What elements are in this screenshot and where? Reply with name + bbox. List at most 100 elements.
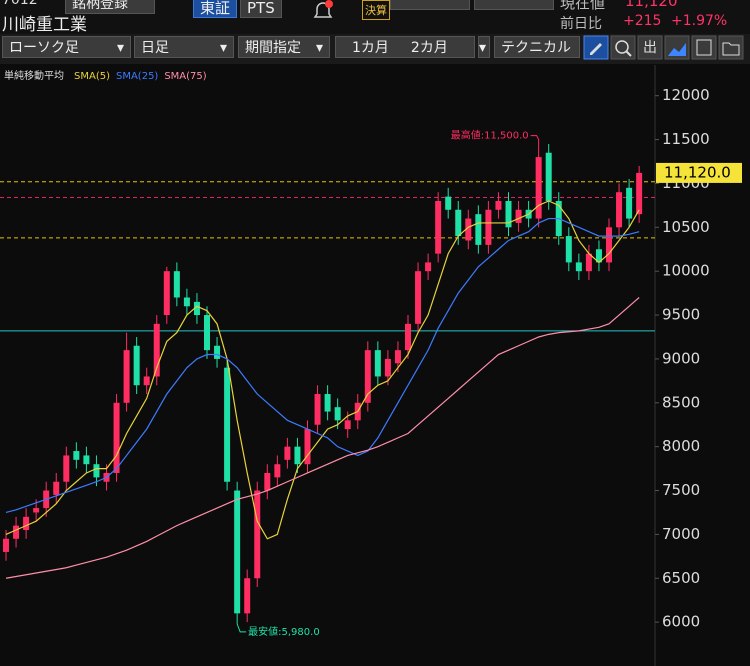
pts-tab[interactable]: PTS	[240, 0, 282, 18]
candle-body	[294, 446, 301, 465]
change: +215	[623, 13, 662, 29]
earnings-badge[interactable]: 決算	[362, 0, 390, 20]
candle-body	[53, 481, 60, 495]
legend-entry: SMA(25)	[116, 71, 158, 82]
button[interactable]	[474, 0, 554, 10]
candle-body	[314, 394, 321, 425]
price-tag-label: 11,120.0	[664, 163, 731, 181]
candle-body	[123, 350, 130, 403]
candle-body	[405, 323, 411, 351]
candle-body	[193, 301, 200, 316]
candle-body	[214, 345, 221, 359]
y-tick-label: 8000	[662, 437, 700, 455]
range-1m[interactable]: 1カ月	[352, 40, 389, 56]
candle-body	[575, 262, 582, 272]
y-tick-label: 6500	[662, 569, 700, 587]
period-dropdown[interactable]: 日足 ▾	[134, 36, 234, 58]
price-tag	[656, 162, 742, 183]
candle-body	[425, 262, 432, 272]
market-tab[interactable]: 東証	[193, 0, 238, 18]
chart-type-dropdown[interactable]: ローソク足 ▾	[2, 36, 131, 58]
candle-body	[23, 516, 30, 531]
dropdown-text: ローソク足	[9, 40, 79, 56]
candle-body	[495, 200, 502, 210]
y-tick-label: 12000	[662, 86, 710, 104]
range-dropdown[interactable]: 期間指定 ▾	[238, 36, 330, 58]
candle-body	[153, 323, 160, 377]
candle-body	[183, 297, 190, 307]
candle-body	[535, 157, 542, 219]
candle-body	[13, 525, 20, 539]
candle-body	[204, 315, 210, 351]
candle-body	[224, 367, 231, 482]
y-tick-label: 7000	[662, 525, 700, 543]
candle-body	[485, 209, 492, 245]
y-tick-label: 9000	[662, 349, 700, 367]
price: 11,120	[625, 0, 678, 10]
candle-body	[324, 394, 331, 412]
range-buttons[interactable]: 1カ月 2カ月	[335, 36, 475, 58]
candle-body	[585, 253, 592, 272]
candle-body	[545, 152, 552, 201]
candle-body	[3, 538, 9, 552]
note-hook	[236, 623, 247, 633]
tool-icons[interactable]: 出	[583, 35, 750, 61]
candle-body	[435, 200, 442, 254]
candle-body	[364, 350, 371, 403]
candle-body	[63, 455, 70, 482]
candle-body	[505, 200, 512, 228]
dropdown-text: 日足	[141, 40, 169, 56]
candle-body	[465, 218, 472, 241]
candle-body	[394, 350, 401, 364]
candle-body	[344, 420, 351, 430]
candle-body	[334, 407, 341, 421]
change-label: 前日比	[560, 16, 602, 32]
candle-body	[234, 490, 241, 614]
candle-body	[163, 271, 170, 316]
note-hook	[530, 135, 540, 140]
candle-body	[606, 227, 612, 263]
candle-body	[93, 464, 100, 478]
candle-body	[244, 578, 251, 614]
dropdown[interactable]: ▾	[478, 36, 490, 58]
candle-body	[384, 358, 391, 377]
y-tick-label: 9500	[662, 306, 700, 324]
price-label: 現在値	[560, 0, 606, 12]
y-tick-label: 8500	[662, 393, 700, 411]
y-tick-label: 10000	[662, 262, 710, 280]
candle-body	[515, 209, 522, 223]
y-tick-label: 7500	[662, 481, 700, 499]
candle-body	[475, 214, 482, 245]
change-pct: +1.97%	[671, 13, 728, 29]
technical-button[interactable]: テクニカル	[494, 36, 580, 58]
sma-line	[5, 297, 640, 579]
candle-body	[374, 350, 381, 377]
svg-text:出: 出	[643, 40, 657, 56]
candle-body	[113, 402, 120, 473]
legend-entry: SMA(75)	[164, 71, 206, 82]
candle-body	[73, 451, 80, 460]
dropdown-text: 期間指定	[245, 40, 301, 56]
range-2m[interactable]: 2カ月	[410, 40, 448, 56]
candle-body	[274, 464, 281, 478]
button[interactable]	[390, 0, 470, 10]
candle-body	[595, 249, 602, 263]
code: 7012	[2, 0, 38, 8]
candle-body	[33, 508, 40, 513]
high-note: 最高値:11,500.0	[451, 129, 529, 142]
bell-icon[interactable]	[310, 0, 336, 22]
candle-body	[264, 472, 271, 491]
candle-body	[304, 429, 311, 465]
candle-body	[173, 271, 180, 298]
candle-body	[143, 376, 150, 386]
y-tick-label: 11500	[662, 130, 710, 148]
candle-body	[636, 172, 643, 215]
candle-body	[565, 236, 572, 263]
watch-button[interactable]: 銘柄登録	[65, 0, 155, 14]
candle-body	[455, 209, 462, 237]
candle-body	[616, 192, 623, 228]
stock-name: 川崎重工業	[2, 15, 87, 35]
candle-body	[254, 490, 261, 579]
legend-entry: SMA(5)	[74, 71, 110, 82]
